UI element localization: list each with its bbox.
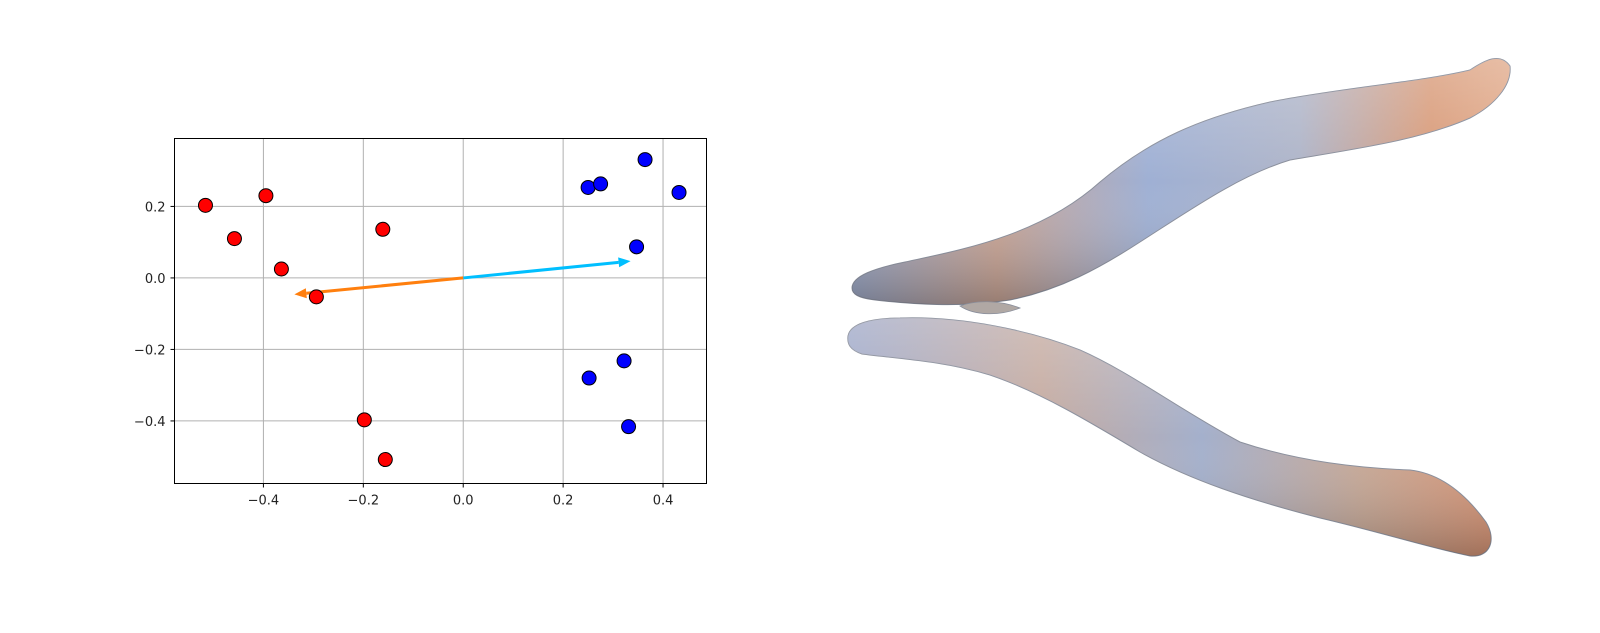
arrow: [294, 276, 464, 299]
data-point: [629, 239, 645, 255]
axis-ticks: −0.4 −0.2 0.0 0.2 0.4 0.2 0.0 −0.2 −0.4: [134, 200, 673, 508]
arrow-head: [618, 257, 631, 268]
arrows: [294, 257, 631, 299]
grid-lines: [174, 138, 707, 484]
data-point: [375, 221, 391, 237]
x-tick-label: 0.4: [653, 494, 674, 509]
data-point: [197, 197, 213, 213]
data-point: [258, 188, 274, 204]
y-tick-label: −0.4: [134, 415, 166, 430]
y-tick-label: −0.2: [134, 343, 166, 358]
lower-jaw-mesh: [847, 317, 1492, 557]
data-points: [197, 152, 687, 468]
x-tick-label: −0.2: [348, 494, 380, 509]
y-tick-label: 0.0: [145, 272, 166, 287]
mesh-render: [847, 57, 1511, 557]
data-point: [637, 152, 653, 168]
data-point: [356, 412, 372, 428]
data-point: [377, 452, 393, 468]
arrow-shaft: [463, 260, 619, 280]
arrow: [463, 257, 631, 280]
x-tick-label: 0.2: [553, 494, 574, 509]
plot-frame: [174, 138, 707, 484]
data-point: [593, 176, 609, 192]
arrow-head: [294, 288, 307, 299]
jaw-contact: [959, 301, 1022, 315]
data-point: [308, 289, 324, 305]
x-tick-label: 0.0: [453, 494, 474, 509]
data-point: [621, 419, 637, 435]
data-point: [616, 353, 632, 369]
data-point: [580, 179, 596, 195]
upper-jaw-mesh: [851, 57, 1511, 306]
data-point: [273, 261, 289, 277]
scatter-plot: −0.4 −0.2 0.0 0.2 0.4 0.2 0.0 −0.2 −0.4: [134, 138, 707, 509]
data-point: [671, 184, 687, 200]
x-tick-label: −0.4: [248, 494, 280, 509]
data-point: [226, 231, 242, 247]
data-point: [581, 370, 597, 386]
y-tick-label: 0.2: [145, 200, 166, 215]
arrow-shaft: [306, 276, 464, 295]
